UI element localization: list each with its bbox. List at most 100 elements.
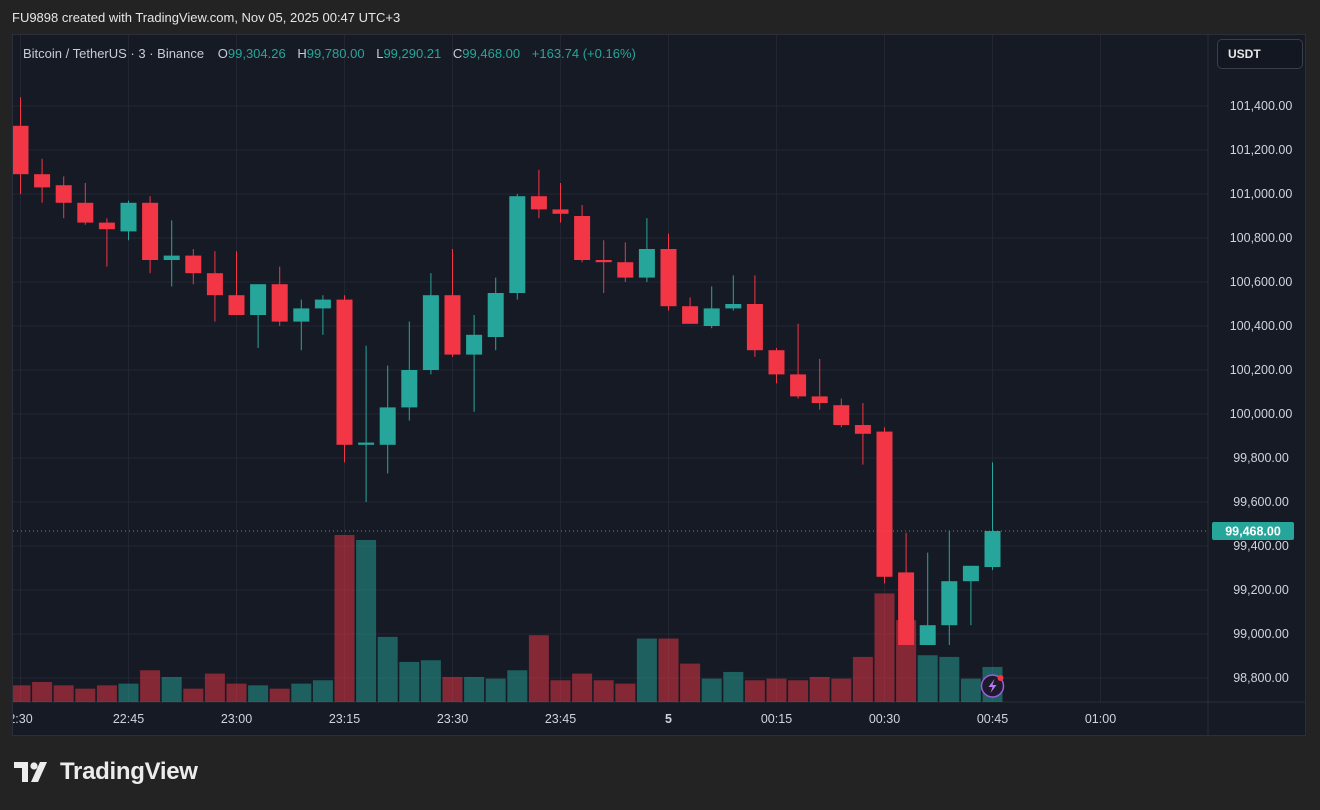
brand-name: TradingView bbox=[60, 758, 198, 785]
volume-bar bbox=[723, 671, 744, 702]
candlestick-chart[interactable]: 99,468.00 98,800.00 99,000.00 99,200.00 99,… bbox=[13, 35, 1306, 736]
candle bbox=[919, 552, 936, 645]
volume-bars bbox=[13, 535, 1003, 702]
time-tick-label: 2:30 bbox=[13, 712, 33, 726]
candle-body bbox=[703, 308, 720, 326]
volume-bar bbox=[550, 680, 571, 702]
candle bbox=[552, 183, 569, 223]
volume-bar bbox=[788, 680, 809, 702]
candle-body bbox=[98, 222, 115, 230]
candle bbox=[98, 218, 115, 267]
candle bbox=[811, 359, 828, 410]
last-price-label: 99,468.00 bbox=[1225, 525, 1281, 539]
candle bbox=[833, 398, 850, 428]
open-label: O bbox=[217, 46, 228, 61]
candle bbox=[314, 295, 331, 335]
volume-bar bbox=[204, 673, 225, 702]
low-value: 99,290.21 bbox=[383, 46, 442, 61]
volume-bar bbox=[852, 656, 873, 702]
volume-bar bbox=[226, 683, 247, 702]
candle bbox=[120, 200, 137, 241]
open-value: 99,304.26 bbox=[227, 46, 286, 61]
volume-bar bbox=[464, 676, 485, 702]
candle-body bbox=[13, 125, 29, 175]
candle-body bbox=[444, 295, 461, 355]
candle bbox=[703, 286, 720, 329]
price-tick-label: 100,400.00 bbox=[1230, 319, 1293, 333]
candle-body bbox=[142, 202, 159, 260]
candle-body bbox=[768, 350, 785, 375]
grid-lines bbox=[13, 35, 1305, 735]
candle-body bbox=[379, 407, 396, 445]
low-label: L bbox=[376, 46, 384, 61]
candle-body bbox=[638, 249, 655, 278]
candle-body bbox=[358, 442, 375, 445]
time-tick-label: 22:45 bbox=[113, 712, 144, 726]
currency-button[interactable]: USDT bbox=[1217, 39, 1303, 69]
volume-bar bbox=[636, 638, 657, 702]
candle bbox=[487, 277, 504, 351]
time-tick-label: 23:30 bbox=[437, 712, 468, 726]
volume-bar bbox=[701, 678, 722, 702]
volume-bar bbox=[572, 673, 593, 702]
candle-body bbox=[660, 249, 677, 307]
candle bbox=[422, 273, 439, 375]
candle-body bbox=[466, 334, 483, 355]
price-tick-label: 99,800.00 bbox=[1233, 451, 1289, 465]
price-tick-label: 99,200.00 bbox=[1233, 583, 1289, 597]
time-tick-label: 23:15 bbox=[329, 712, 360, 726]
candle bbox=[55, 176, 72, 219]
tradingview-logo-icon bbox=[14, 762, 47, 782]
volume-bar bbox=[528, 635, 549, 702]
time-tick-label: 01:00 bbox=[1085, 712, 1116, 726]
candle-body bbox=[314, 299, 331, 309]
volume-bar bbox=[377, 636, 398, 702]
price-tick-label: 101,000.00 bbox=[1230, 187, 1293, 201]
time-tick-label: 00:15 bbox=[761, 712, 792, 726]
volume-bar bbox=[96, 685, 117, 702]
candle-body bbox=[833, 405, 850, 425]
candle bbox=[163, 220, 180, 287]
volume-bar bbox=[960, 678, 981, 702]
brand-logo: TradingView bbox=[14, 758, 198, 786]
candle-body bbox=[682, 306, 699, 324]
candle bbox=[509, 194, 526, 300]
chart-credit: FU9898 created with TradingView.com, Nov… bbox=[12, 10, 401, 25]
price-tick-label: 101,200.00 bbox=[1230, 143, 1293, 157]
candle bbox=[962, 565, 979, 626]
candle-body bbox=[487, 293, 504, 337]
chart-frame[interactable]: 99,468.00 98,800.00 99,000.00 99,200.00 99,… bbox=[12, 34, 1306, 736]
candle-body bbox=[725, 304, 742, 309]
time-axis[interactable]: 2:30 22:45 23:00 23:15 23:30 23:45 5 00:15 00:30… bbox=[13, 712, 1116, 726]
candle-body bbox=[271, 284, 288, 322]
lightning-alert-icon[interactable] bbox=[980, 674, 1005, 698]
candle bbox=[271, 266, 288, 326]
candle-body bbox=[34, 174, 51, 188]
high-value: 99,780.00 bbox=[306, 46, 365, 61]
candle-body bbox=[790, 374, 807, 397]
candle bbox=[638, 218, 655, 282]
candle bbox=[790, 323, 807, 399]
candle bbox=[379, 365, 396, 474]
volume-bar bbox=[312, 680, 333, 702]
candle-body bbox=[919, 625, 936, 645]
candles bbox=[13, 97, 1001, 645]
candle bbox=[660, 233, 677, 311]
candle-body bbox=[77, 202, 94, 223]
candle bbox=[574, 205, 591, 263]
price-axis[interactable]: 98,800.00 99,000.00 99,200.00 99,400.00 99,6… bbox=[1230, 99, 1293, 685]
ohlc-legend: Bitcoin / TetherUS · 3 · Binance O99,304… bbox=[23, 46, 644, 61]
price-tick-label: 99,600.00 bbox=[1233, 495, 1289, 509]
volume-bar bbox=[140, 670, 161, 702]
time-tick-label: 00:45 bbox=[977, 712, 1008, 726]
volume-bar bbox=[291, 683, 312, 702]
last-price-tag bbox=[1212, 522, 1294, 541]
candle bbox=[466, 315, 483, 412]
time-tick-label: 00:30 bbox=[869, 712, 900, 726]
candle bbox=[941, 530, 958, 645]
volume-bar bbox=[874, 593, 895, 702]
candle-body bbox=[336, 299, 353, 445]
volume-bar bbox=[32, 681, 53, 702]
candle-body bbox=[617, 262, 634, 278]
price-tick-label: 100,000.00 bbox=[1230, 407, 1293, 421]
